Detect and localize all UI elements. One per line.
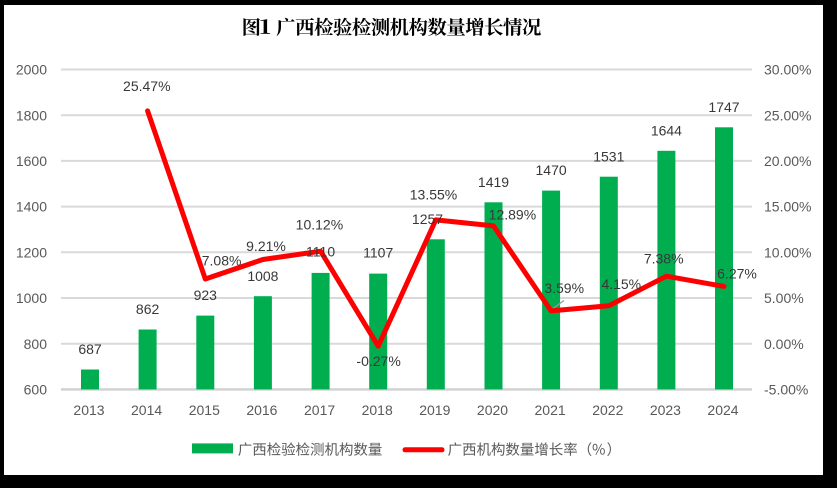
svg-text:13.55%: 13.55% — [410, 187, 457, 203]
svg-text:1747: 1747 — [708, 99, 739, 115]
svg-text:1644: 1644 — [651, 122, 682, 138]
svg-text:7.08%: 7.08% — [202, 253, 242, 269]
svg-text:2017: 2017 — [304, 402, 335, 418]
svg-text:1257: 1257 — [412, 211, 443, 227]
svg-text:25.47%: 25.47% — [123, 78, 170, 94]
svg-text:7.38%: 7.38% — [644, 251, 684, 267]
svg-text:2018: 2018 — [362, 402, 393, 418]
svg-text:2020: 2020 — [477, 402, 508, 418]
svg-text:10.00%: 10.00% — [764, 244, 811, 260]
svg-text:2013: 2013 — [73, 402, 104, 418]
svg-text:20.00%: 20.00% — [764, 153, 811, 169]
svg-text:2015: 2015 — [189, 402, 220, 418]
svg-text:4.15%: 4.15% — [601, 276, 641, 292]
svg-text:15.00%: 15.00% — [764, 199, 811, 215]
svg-text:800: 800 — [24, 336, 48, 352]
svg-text:1110: 1110 — [306, 243, 335, 259]
svg-text:10.12%: 10.12% — [296, 217, 343, 233]
svg-text:1200: 1200 — [16, 244, 47, 260]
svg-text:2023: 2023 — [650, 402, 681, 418]
svg-text:30.00%: 30.00% — [764, 62, 811, 78]
svg-text:1008: 1008 — [247, 268, 278, 284]
svg-text:2021: 2021 — [535, 402, 566, 418]
svg-text:2022: 2022 — [592, 402, 623, 418]
svg-text:923: 923 — [194, 287, 218, 303]
svg-text:1470: 1470 — [536, 162, 567, 178]
svg-text:2024: 2024 — [707, 402, 738, 418]
svg-text:1800: 1800 — [16, 107, 47, 123]
svg-text:-0.27%: -0.27% — [356, 353, 400, 369]
svg-text:2019: 2019 — [419, 402, 450, 418]
svg-text:3.59%: 3.59% — [544, 280, 584, 296]
svg-text:1419: 1419 — [478, 174, 509, 190]
svg-text:5.00%: 5.00% — [764, 290, 804, 306]
svg-text:-5.00%: -5.00% — [764, 382, 808, 398]
svg-text:862: 862 — [136, 301, 160, 317]
svg-text:1600: 1600 — [16, 153, 47, 169]
svg-text:1400: 1400 — [16, 199, 47, 215]
svg-text:2016: 2016 — [246, 402, 277, 418]
svg-text:1107: 1107 — [363, 245, 393, 261]
svg-text:2014: 2014 — [131, 402, 162, 418]
svg-text:600: 600 — [24, 382, 48, 398]
svg-text:1531: 1531 — [593, 148, 624, 164]
svg-text:687: 687 — [78, 341, 102, 357]
svg-text:0.00%: 0.00% — [764, 336, 804, 352]
svg-text:12.89%: 12.89% — [489, 207, 536, 223]
svg-text:6.27%: 6.27% — [717, 265, 757, 281]
svg-text:9.21%: 9.21% — [246, 238, 286, 254]
svg-text:1000: 1000 — [16, 290, 47, 306]
svg-text:2000: 2000 — [16, 62, 47, 78]
svg-text:25.00%: 25.00% — [764, 107, 811, 123]
